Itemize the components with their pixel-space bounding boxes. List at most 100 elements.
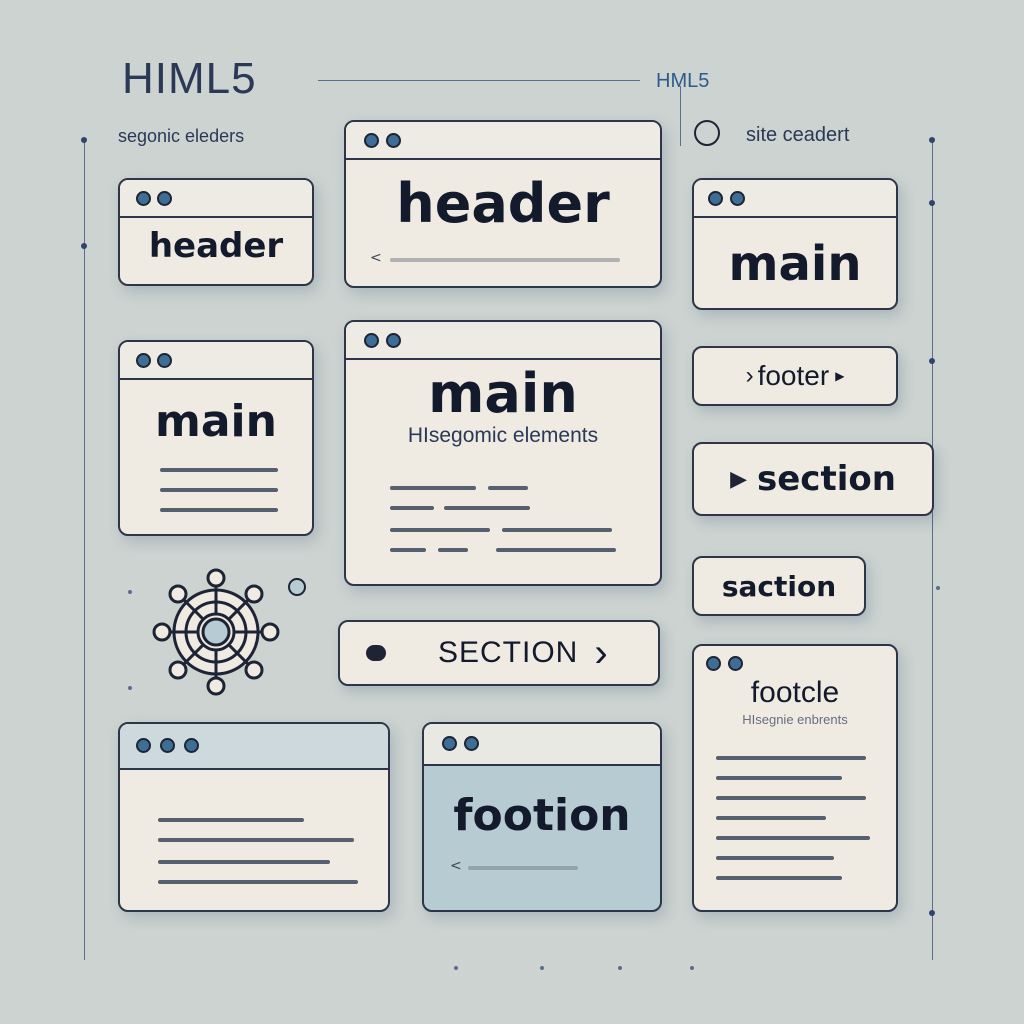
text-line xyxy=(160,488,278,492)
window-card-bottom-left[interactable] xyxy=(118,722,390,912)
guide-line-left xyxy=(84,140,85,960)
window-dot-icon xyxy=(728,656,743,671)
text-line xyxy=(716,816,826,820)
guide-dot xyxy=(929,137,935,143)
page-title: HIML5 xyxy=(122,54,257,103)
card-label: footcle xyxy=(750,676,840,709)
header-card-small[interactable]: header xyxy=(118,178,314,286)
title-rule xyxy=(318,80,640,81)
component-icon xyxy=(150,566,282,698)
window-dot-icon xyxy=(184,738,199,753)
guide-dot xyxy=(618,966,622,970)
window-dot-icon xyxy=(442,736,457,751)
triangle-right-icon: ▶ xyxy=(835,369,845,383)
play-icon: ▶ xyxy=(730,466,747,492)
text-line xyxy=(496,548,616,552)
card-label: main xyxy=(428,362,578,425)
window-dot-icon xyxy=(364,133,379,148)
window-bar xyxy=(120,180,312,218)
text-line xyxy=(390,548,426,552)
header-card-large[interactable]: header < xyxy=(344,120,662,288)
circle-icon xyxy=(694,120,720,146)
window-bar xyxy=(346,322,660,360)
footion-card[interactable]: footion < xyxy=(422,722,662,912)
window-dot-icon xyxy=(157,353,172,368)
footer-button-label: footer xyxy=(757,360,830,391)
window-dot-icon xyxy=(730,191,745,206)
text-line xyxy=(716,796,866,800)
card-label: header xyxy=(396,172,610,235)
card-label: main xyxy=(155,396,277,447)
page-title-secondary: HML5 xyxy=(656,70,710,92)
footer-button[interactable]: › footer ▶ xyxy=(692,346,898,406)
window-dot-icon xyxy=(157,191,172,206)
section-button-label: section xyxy=(757,459,896,499)
window-dot-icon xyxy=(136,191,151,206)
record-icon xyxy=(366,645,386,661)
guide-dot xyxy=(936,586,940,590)
window-dot-icon xyxy=(708,191,723,206)
window-dot-icon xyxy=(364,333,379,348)
section-caps-button[interactable]: SECTION › xyxy=(338,620,660,686)
text-line xyxy=(390,258,620,262)
text-line xyxy=(390,528,490,532)
text-line xyxy=(160,468,278,472)
window-bar xyxy=(694,646,896,682)
guide-line-right xyxy=(932,140,933,960)
window-bar xyxy=(424,724,660,766)
window-dot-icon xyxy=(160,738,175,753)
window-dot-icon xyxy=(386,333,401,348)
guide-dot xyxy=(128,590,132,594)
text-line xyxy=(160,508,278,512)
guide-dot xyxy=(128,686,132,690)
text-line xyxy=(444,506,530,510)
chevron-right-icon: › xyxy=(594,631,609,675)
text-line xyxy=(158,880,358,884)
caption-left: segonic eleders xyxy=(118,126,245,146)
chevron-left-icon: < xyxy=(370,250,382,266)
chevron-left-icon: < xyxy=(450,858,462,874)
text-line xyxy=(716,876,842,880)
text-line xyxy=(716,856,834,860)
guide-line-mid xyxy=(680,86,681,146)
text-line xyxy=(468,866,578,870)
guide-dot xyxy=(81,137,87,143)
text-line xyxy=(716,756,866,760)
guide-dot xyxy=(929,200,935,206)
guide-dot xyxy=(81,243,87,249)
window-dot-icon xyxy=(706,656,721,671)
text-line xyxy=(716,776,842,780)
window-bar xyxy=(120,342,312,380)
window-dot-icon xyxy=(136,353,151,368)
guide-dot xyxy=(929,358,935,364)
card-label: main xyxy=(728,236,862,292)
window-bar xyxy=(346,122,660,160)
window-bar xyxy=(694,180,896,218)
guide-dot xyxy=(540,966,544,970)
main-card-center[interactable]: main HIsegomic elements xyxy=(344,320,662,586)
footcle-card[interactable]: footcle HIsegnie enbrents xyxy=(692,644,898,912)
section-button[interactable]: ▶ section xyxy=(692,442,934,516)
card-subtitle: HIsegnie enbrents xyxy=(742,712,848,727)
window-bar xyxy=(120,724,388,770)
text-line xyxy=(390,506,434,510)
main-card-right[interactable]: main xyxy=(692,178,898,310)
card-subtitle: HIsegomic elements xyxy=(407,424,599,447)
text-line xyxy=(438,548,468,552)
text-line xyxy=(390,486,476,490)
text-line xyxy=(158,838,354,842)
saction-button-label: saction xyxy=(721,569,837,603)
guide-dot xyxy=(690,966,694,970)
text-line xyxy=(158,818,304,822)
saction-button[interactable]: saction xyxy=(692,556,866,616)
guide-dot xyxy=(454,966,458,970)
window-dot-icon xyxy=(136,738,151,753)
small-circle-icon xyxy=(288,578,306,596)
guide-dot xyxy=(929,910,935,916)
text-line xyxy=(488,486,528,490)
section-caps-button-label: SECTION xyxy=(438,636,579,669)
main-card-left[interactable]: main xyxy=(118,340,314,536)
window-dot-icon xyxy=(386,133,401,148)
card-label: header xyxy=(148,226,284,266)
text-line xyxy=(502,528,612,532)
